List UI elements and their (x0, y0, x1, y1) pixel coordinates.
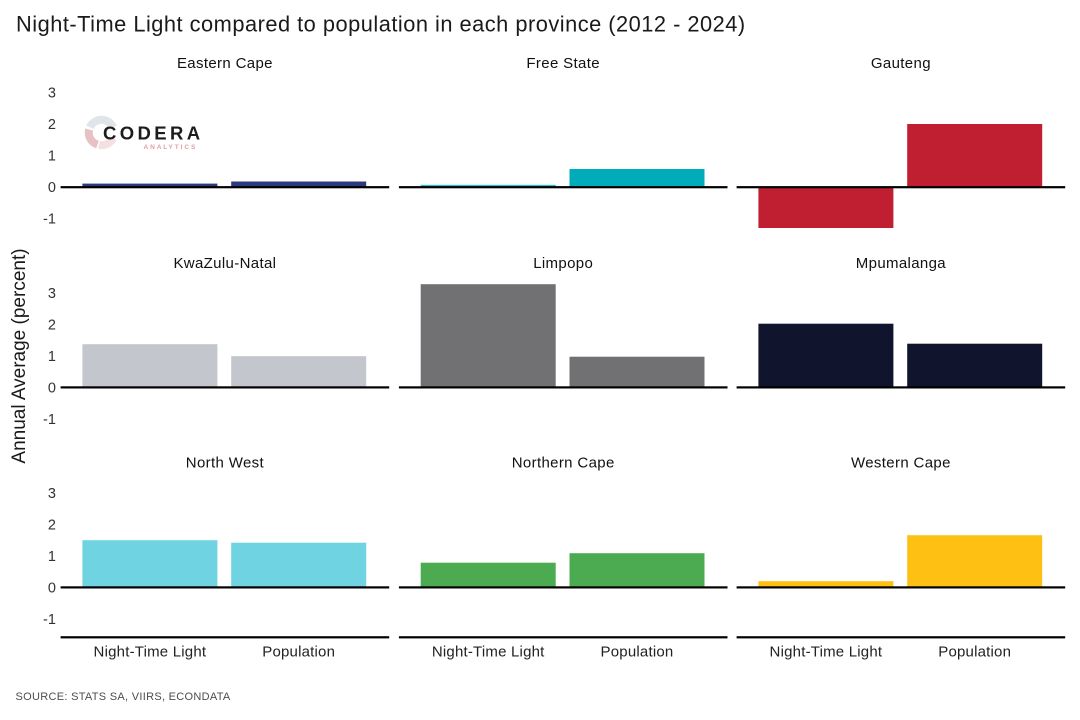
svg-text:Gauteng: Gauteng (871, 55, 931, 72)
svg-text:1: 1 (48, 549, 56, 565)
svg-text:Western Cape: Western Cape (851, 455, 951, 472)
svg-text:North West: North West (186, 455, 265, 472)
svg-text:0: 0 (48, 180, 56, 196)
svg-text:3: 3 (48, 86, 56, 102)
svg-text:Eastern Cape: Eastern Cape (177, 55, 273, 72)
svg-text:Annual Average (percent): Annual Average (percent) (9, 248, 30, 463)
svg-text:3: 3 (48, 286, 56, 302)
svg-text:SOURCE: STATS SA, VIIRS, ECOND: SOURCE: STATS SA, VIIRS, ECONDATA (16, 691, 231, 703)
svg-text:CODERA: CODERA (103, 123, 204, 144)
svg-text:2: 2 (48, 117, 56, 133)
svg-text:Night-Time Light: Night-Time Light (432, 644, 545, 661)
svg-text:Night-Time Light compared to p: Night-Time Light compared to population … (16, 12, 746, 37)
svg-text:Population: Population (938, 644, 1011, 661)
svg-text:Free State: Free State (526, 55, 600, 72)
svg-text:ANALYTICS: ANALYTICS (144, 144, 198, 151)
svg-text:2: 2 (48, 317, 56, 333)
svg-text:Limpopo: Limpopo (533, 255, 593, 272)
svg-text:1: 1 (48, 149, 56, 165)
svg-text:Mpumalanga: Mpumalanga (856, 255, 947, 272)
svg-text:-1: -1 (43, 412, 56, 428)
svg-text:0: 0 (48, 380, 56, 396)
svg-text:0: 0 (48, 580, 56, 596)
svg-text:KwaZulu-Natal: KwaZulu-Natal (173, 255, 276, 272)
svg-text:1: 1 (48, 349, 56, 365)
svg-text:Population: Population (601, 644, 674, 661)
svg-text:-1: -1 (43, 212, 56, 228)
svg-text:Northern Cape: Northern Cape (512, 455, 615, 472)
svg-text:3: 3 (48, 486, 56, 502)
svg-text:Night-Time Light: Night-Time Light (770, 644, 883, 661)
svg-text:Night-Time Light: Night-Time Light (94, 644, 207, 661)
svg-text:Population: Population (262, 644, 335, 661)
svg-text:-1: -1 (43, 612, 56, 628)
svg-text:2: 2 (48, 517, 56, 533)
